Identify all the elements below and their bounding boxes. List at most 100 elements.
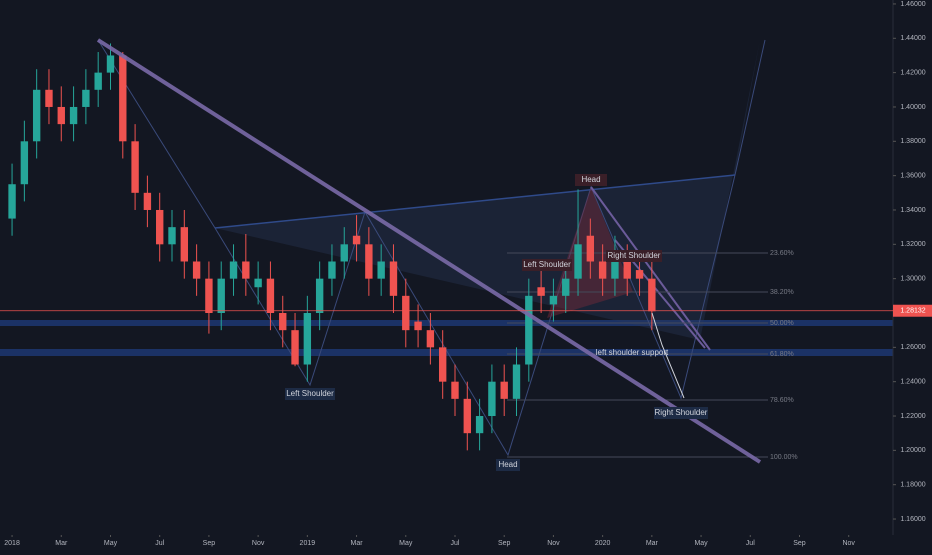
zone bbox=[0, 320, 893, 326]
y-tick-label: 1.32000 bbox=[900, 241, 925, 248]
fib-lines bbox=[507, 252, 768, 458]
y-tick-label: 1.40000 bbox=[900, 104, 925, 111]
annotation: Left Shoulder bbox=[523, 260, 571, 269]
projection-arrow bbox=[651, 312, 685, 399]
candle-body bbox=[119, 55, 127, 142]
candle-body bbox=[500, 381, 508, 399]
x-tick-label: Jul bbox=[746, 540, 755, 547]
candle-body bbox=[475, 416, 484, 434]
candle-body bbox=[340, 244, 348, 262]
x-tick-label: Nov bbox=[252, 540, 265, 547]
annotation: left shoulder support bbox=[596, 348, 669, 357]
candle-body bbox=[414, 321, 422, 331]
y-tick-label: 1.22000 bbox=[900, 413, 925, 420]
price-axis bbox=[893, 0, 932, 550]
y-tick-label: 1.18000 bbox=[900, 482, 925, 489]
candle-body bbox=[303, 312, 312, 365]
candle-body bbox=[254, 278, 262, 288]
x-tick-label: Sep bbox=[498, 540, 511, 547]
candle-body bbox=[611, 261, 619, 279]
fib-label: 78.60% bbox=[770, 397, 794, 404]
candle-body bbox=[488, 381, 496, 417]
x-tick-label: Mar bbox=[55, 540, 68, 547]
candle-body bbox=[8, 184, 16, 219]
candle-body bbox=[168, 227, 176, 245]
fib-label: 38.20% bbox=[770, 289, 794, 296]
candle-body bbox=[106, 55, 115, 73]
candle-body bbox=[291, 330, 299, 365]
label-box bbox=[522, 259, 572, 271]
y-tick-label: 1.34000 bbox=[900, 207, 925, 214]
candle-body bbox=[82, 89, 90, 107]
x-tick-label: May bbox=[694, 540, 708, 547]
y-tick-label: 1.30000 bbox=[900, 276, 925, 283]
candle-body bbox=[512, 364, 521, 399]
candle-body bbox=[365, 244, 373, 279]
candle-body bbox=[69, 106, 78, 125]
label-box bbox=[606, 250, 662, 262]
candle-body bbox=[598, 261, 607, 279]
axes: 1.16000 1.18000 1.20000 1.22000 1.24000 1.260… bbox=[4, 1, 925, 547]
x-tick-label: 2018 bbox=[4, 540, 20, 547]
y-tick-label: 1.36000 bbox=[900, 172, 925, 179]
label-box bbox=[496, 459, 520, 471]
trendline bbox=[96, 38, 762, 464]
candle-body bbox=[32, 89, 41, 142]
pattern-line bbox=[97, 39, 766, 457]
y-tick-label: 1.44000 bbox=[900, 35, 925, 42]
candle-body bbox=[94, 72, 102, 90]
x-tick-label: Nov bbox=[547, 540, 560, 547]
candle-body bbox=[623, 261, 631, 279]
candle-body bbox=[389, 261, 398, 296]
x-tick-label: May bbox=[399, 540, 413, 547]
candle-body bbox=[156, 209, 164, 245]
candle-body bbox=[352, 235, 361, 245]
candle-body bbox=[242, 261, 250, 279]
label-box bbox=[285, 388, 335, 400]
annotation: Head bbox=[581, 175, 600, 184]
x-tick-label: 2020 bbox=[595, 540, 611, 547]
last-price-label: 1.28132 bbox=[900, 308, 925, 315]
x-tick-label: 2019 bbox=[300, 540, 316, 547]
label-box bbox=[654, 407, 708, 419]
candle-body bbox=[402, 295, 410, 331]
x-tick-label: Sep bbox=[203, 540, 216, 547]
candle-body bbox=[648, 278, 656, 312]
annotation: Head bbox=[498, 460, 517, 469]
y-tick-label: 1.42000 bbox=[900, 69, 925, 76]
candle-body bbox=[20, 141, 29, 185]
y-tick-label: 1.26000 bbox=[900, 344, 925, 351]
time-axis bbox=[0, 535, 893, 550]
candle-body bbox=[192, 261, 201, 279]
candle-body bbox=[180, 227, 188, 262]
candle-body bbox=[328, 261, 336, 279]
y-tick-label: 1.16000 bbox=[900, 516, 925, 523]
x-tick-label: May bbox=[104, 540, 118, 547]
candle-body bbox=[45, 89, 53, 107]
candle-body bbox=[426, 330, 435, 348]
fib-label: 61.80% bbox=[770, 351, 794, 358]
neckline bbox=[214, 174, 736, 229]
x-tick-label: Sep bbox=[793, 540, 806, 547]
y-tick-label: 1.38000 bbox=[900, 138, 925, 145]
candle-body bbox=[315, 278, 324, 313]
x-tick-label: Jul bbox=[451, 540, 460, 547]
candle-body bbox=[57, 106, 65, 125]
fib-label: 50.00% bbox=[770, 320, 794, 327]
x-tick-label: Mar bbox=[646, 540, 659, 547]
candle-body bbox=[562, 278, 570, 296]
candle-body bbox=[574, 244, 582, 279]
annotation: Right Shoulder bbox=[655, 408, 708, 417]
x-tick-label: Jul bbox=[155, 540, 164, 547]
candle-body bbox=[525, 295, 533, 365]
candle-body bbox=[205, 278, 213, 313]
fib-label: 100.00% bbox=[770, 454, 798, 461]
x-tick-label: Nov bbox=[842, 540, 855, 547]
candle-body bbox=[377, 261, 385, 279]
candles bbox=[8, 43, 656, 451]
zone bbox=[0, 349, 893, 356]
last-price-box bbox=[893, 304, 932, 317]
label-box bbox=[575, 174, 607, 186]
